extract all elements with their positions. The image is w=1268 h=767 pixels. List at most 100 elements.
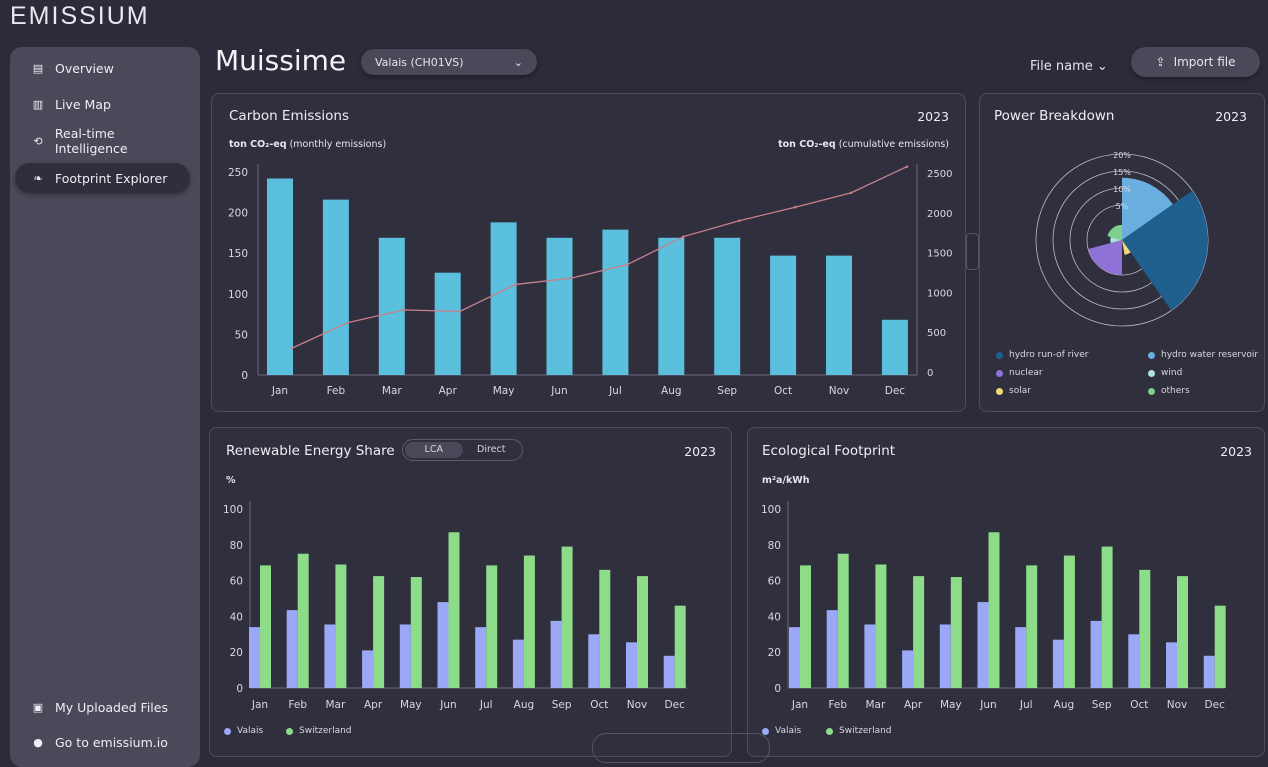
y-tick-label: 250 <box>228 167 248 179</box>
x-tick-label: Jan <box>271 385 288 397</box>
bar-switzerland <box>674 605 686 688</box>
bar <box>267 178 293 375</box>
resize-handle[interactable] <box>966 233 979 270</box>
x-tick-label: Sep <box>552 699 572 711</box>
bar-switzerland <box>800 565 811 688</box>
card-year: 2023 <box>917 109 949 124</box>
bar-switzerland <box>486 565 498 688</box>
slice-hydro-water-reservoir <box>1122 177 1173 240</box>
bar-switzerland <box>297 553 309 688</box>
legend-label: others <box>1161 386 1190 396</box>
card-year: 2023 <box>684 444 716 459</box>
legend-switzerland: Switzerland <box>826 726 892 736</box>
x-tick-label: Mar <box>865 699 885 711</box>
file-name-label: File name <box>1030 59 1093 74</box>
legend-dot <box>286 727 293 735</box>
x-tick-label: Apr <box>904 699 923 711</box>
legend-dot <box>224 727 231 735</box>
card-year: 2023 <box>1220 444 1252 459</box>
legend-dot <box>826 727 833 735</box>
bar-valais <box>249 627 260 688</box>
radial-tick-label: 20% <box>1113 151 1131 160</box>
chevron-down-icon: ⌄ <box>1096 59 1108 74</box>
slice-solar <box>1122 240 1131 255</box>
x-tick-label: Dec <box>885 385 906 397</box>
sidebar-item-live-map[interactable]: ▥ Live Map <box>15 89 190 119</box>
sidebar-item-overview[interactable]: ▤ Overview <box>15 53 190 83</box>
y2-tick-label: 1000 <box>927 288 952 299</box>
bar-valais <box>512 639 524 688</box>
legend-dot <box>1148 387 1155 395</box>
line-point <box>905 165 909 168</box>
renewable-energy-chart: 0 20 40 60 80 100 Jan Feb Mar Apr May Jun Jul Aug Sep O… <box>223 501 687 711</box>
card-title: Ecological Footprint <box>762 443 896 459</box>
x-tick-label: Dec <box>665 699 686 711</box>
x-tick-label: Nov <box>627 699 648 711</box>
bar-valais <box>550 620 562 688</box>
bar-switzerland <box>1101 546 1113 688</box>
bar-switzerland <box>913 576 925 688</box>
emissium-logo[interactable]: EMISSIUM <box>10 2 150 30</box>
line-point <box>737 219 741 223</box>
leaf-icon: ❧ <box>33 171 43 185</box>
legend-dot <box>996 351 1003 359</box>
bar <box>434 272 461 375</box>
x-tick-label: Aug <box>514 699 535 711</box>
region-select[interactable]: Valais (CH01VS) ⌄ <box>361 49 537 75</box>
overview-icon: ▤ <box>32 61 44 75</box>
sidebar-item-footprint-explorer[interactable]: ❧ Footprint Explorer <box>15 163 190 193</box>
sidebar-item-label: Real-time Intelligence <box>54 126 128 156</box>
y-tick-label: 60 <box>768 576 781 588</box>
file-name-dropdown[interactable]: File name ⌄ <box>1030 59 1108 74</box>
bar-valais <box>1203 655 1215 688</box>
line-point <box>626 263 629 266</box>
toggle-direct[interactable]: Direct <box>477 444 506 455</box>
x-tick-label: Mar <box>325 699 345 711</box>
y-tick-label: 80 <box>230 540 243 552</box>
legend-item: hydro run-of river <box>996 350 1088 360</box>
bar <box>602 229 629 375</box>
x-tick-label: Mar <box>382 385 402 397</box>
x-tick-label: Apr <box>364 699 383 711</box>
bar-switzerland <box>1177 576 1188 688</box>
y-tick-label: 0 <box>774 683 781 695</box>
bar-valais <box>286 610 298 688</box>
legend-dot <box>996 387 1003 395</box>
bottom-floating-control[interactable] <box>592 733 770 763</box>
sidebar-item-real-time-intelligence[interactable]: ⟲ Real-time Intelligence <box>15 126 190 156</box>
toggle-lca[interactable]: LCA <box>405 442 463 458</box>
x-tick-label: Aug <box>1054 699 1075 711</box>
bar-valais <box>588 634 600 688</box>
sidebar-item-uploaded-files[interactable]: ▣ My Uploaded Files <box>15 692 190 722</box>
bar-switzerland <box>637 576 648 688</box>
legend-dot <box>762 727 769 735</box>
x-tick-label: Jun <box>439 699 456 711</box>
card-title: Renewable Energy Share <box>226 443 395 459</box>
bar <box>881 319 908 375</box>
bar-valais <box>1015 627 1027 688</box>
bar-switzerland <box>260 565 271 688</box>
import-file-button[interactable]: ⇪ Import file <box>1131 47 1260 77</box>
left-axis-label: ton CO₂-eq (monthly emissions) <box>229 139 387 150</box>
x-tick-label: Feb <box>327 385 346 397</box>
x-tick-label: Sep <box>1092 699 1112 711</box>
bar-switzerland <box>950 577 962 688</box>
y2-tick-label: 0 <box>927 368 933 379</box>
bar <box>490 222 517 375</box>
slice-others <box>1107 224 1122 240</box>
lca-direct-toggle[interactable]: LCA Direct <box>402 439 523 461</box>
inbox-icon: ▣ <box>32 700 44 714</box>
legend-label: solar <box>1009 386 1031 396</box>
bar <box>826 255 852 375</box>
legend-valais: Valais <box>224 726 263 736</box>
x-tick-label: Sep <box>717 385 737 397</box>
bar-valais <box>902 650 914 688</box>
bar-valais <box>1090 620 1102 688</box>
line-point <box>290 346 294 350</box>
line-point <box>458 310 462 313</box>
power-breakdown-chart: 5% 10% 15% 20% <box>1035 151 1209 327</box>
x-tick-label: Nov <box>1167 699 1188 711</box>
x-tick-label: Aug <box>661 385 682 397</box>
bar-switzerland <box>410 577 422 688</box>
x-tick-label: May <box>940 699 962 711</box>
